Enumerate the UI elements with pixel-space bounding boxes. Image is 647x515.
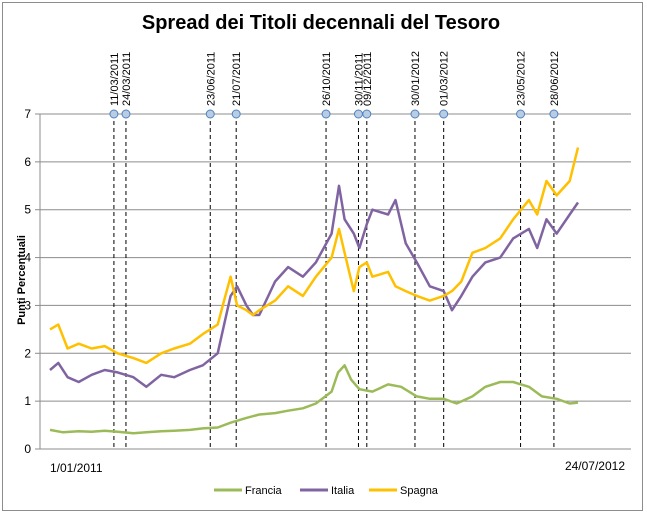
event-date-label: 30/01/2012 xyxy=(410,51,422,106)
y-axis-label: Punti Percentuali xyxy=(16,235,28,325)
event-date-label: 24/03/2011 xyxy=(121,52,133,106)
event-marker xyxy=(439,109,449,119)
legend-label-francia: Francia xyxy=(245,485,283,497)
series-line-francia xyxy=(49,364,579,435)
event-marker xyxy=(231,109,241,119)
y-tick-label: 3 xyxy=(24,298,31,312)
y-tick-label: 2 xyxy=(24,346,31,360)
chart-title: Spread dei Titoli decennali del Tesoro xyxy=(142,12,500,34)
event-date-label: 28/06/2012 xyxy=(549,51,561,106)
x-start-label: 1/01/2011 xyxy=(50,461,103,475)
series-line-spagna xyxy=(49,147,580,365)
y-tick-label: 6 xyxy=(24,155,31,169)
event-marker xyxy=(205,109,215,119)
event-markers: 11/03/2011 24/03/2011 23/06/2011 21/07/2011… xyxy=(109,51,561,449)
y-tick-label: 5 xyxy=(24,203,31,217)
y-tick-label: 4 xyxy=(24,251,31,265)
event-marker xyxy=(121,109,131,119)
event-marker xyxy=(321,109,331,119)
event-date-label: 21/07/2011 xyxy=(231,52,243,106)
event-date-label: 30/11/2011 xyxy=(353,53,365,106)
gridlines xyxy=(40,113,631,402)
axes xyxy=(39,114,631,450)
series-line-italia xyxy=(49,184,580,389)
event-date-label: 01/03/2012 xyxy=(439,51,451,106)
series-lines xyxy=(49,147,580,435)
chart-frame xyxy=(2,2,643,511)
legend-label-italia: Italia xyxy=(331,485,355,497)
event-date-label: 11/03/2011 xyxy=(109,53,121,106)
event-date-label: 23/06/2011 xyxy=(205,52,217,106)
y-tick-label: 0 xyxy=(24,442,31,456)
y-tick-label: 7 xyxy=(24,107,31,121)
event-marker xyxy=(549,109,559,119)
event-date-label: 26/10/2011 xyxy=(321,52,333,106)
event-marker xyxy=(410,109,420,119)
y-tick-label: 1 xyxy=(24,394,31,408)
event-marker xyxy=(362,109,372,119)
event-marker xyxy=(353,109,363,119)
event-marker xyxy=(109,109,119,119)
x-end-label: 24/07/2012 xyxy=(565,459,625,473)
event-date-label: 23/05/2012 xyxy=(516,51,528,106)
legend: Francia Italia Spagna xyxy=(214,485,439,497)
event-marker xyxy=(516,109,526,119)
event-date-label: 09/12/2011 xyxy=(362,52,374,106)
legend-label-spagna: Spagna xyxy=(400,485,439,497)
y-axis-ticks: 0 1 2 3 4 5 6 7 xyxy=(24,107,40,456)
